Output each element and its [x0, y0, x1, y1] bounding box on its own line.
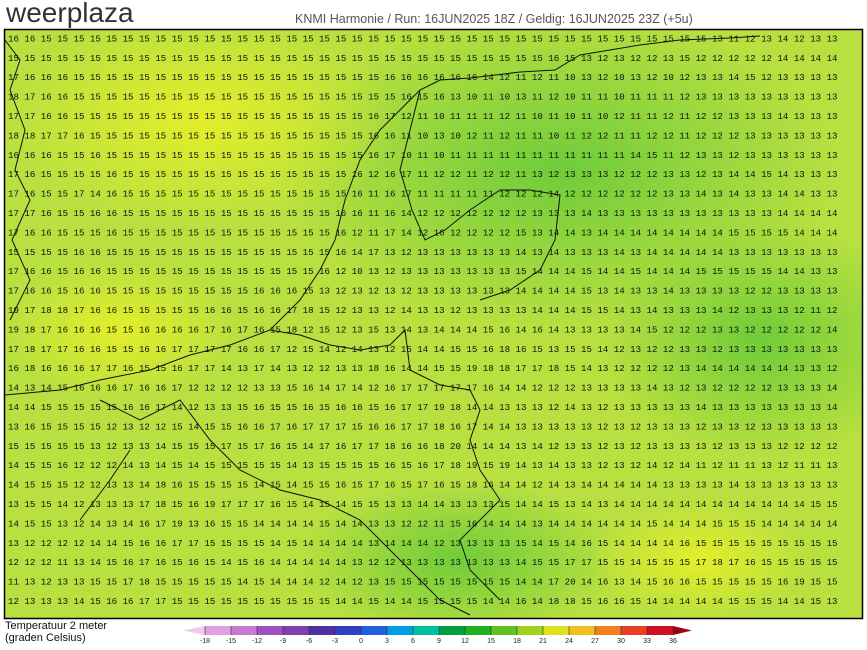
- temperature-row: 14 14 15 15 15 15 15 16 16 17 14 12 13 1…: [8, 402, 838, 413]
- map: 16 16 15 15 15 15 15 15 15 15 15 15 15 1…: [5, 30, 862, 618]
- color-segment: [491, 626, 517, 635]
- color-segment: [283, 626, 309, 635]
- legend-subtitle: (graden Celsius): [5, 632, 86, 644]
- color-segment: [543, 626, 569, 635]
- temperature-row: 19 17 18 18 17 16 16 15 15 15 15 15 16 1…: [8, 305, 838, 316]
- color-segment: [183, 626, 205, 635]
- temperature-row: 17 17 16 15 15 16 16 15 15 15 15 15 15 1…: [8, 208, 838, 219]
- tick-label: 33: [643, 638, 651, 645]
- shade: [5, 30, 400, 230]
- tick-label: -9: [280, 638, 286, 645]
- temperature-row: 14 15 15 15 12 12 13 13 14 18 16 15 15 1…: [8, 480, 838, 491]
- color-segment: [335, 626, 361, 635]
- logo[interactable]: weerplaza: [5, 0, 134, 28]
- temperature-row: 17 16 15 15 15 15 16 15 15 15 15 15 15 1…: [8, 169, 838, 180]
- tick-label: 24: [565, 638, 573, 645]
- temperature-row: 18 17 16 16 15 15 15 15 15 15 15 15 15 1…: [8, 92, 838, 103]
- tick-label: 0: [359, 638, 363, 645]
- tick-label: -12: [252, 638, 262, 645]
- tick-label: 6: [411, 638, 415, 645]
- temperature-row: 14 15 15 13 12 14 13 14 16 17 19 13 16 1…: [8, 518, 838, 529]
- tick-label: -18: [200, 638, 210, 645]
- color-segment: [569, 626, 595, 635]
- color-segment: [621, 626, 647, 635]
- temperature-row: 17 16 16 15 15 15 16 15 15 15 15 15 15 1…: [8, 227, 838, 238]
- temperature-row: 17 18 17 17 16 16 15 15 16 16 17 17 17 1…: [8, 344, 838, 355]
- temperature-row: 16 16 16 15 15 16 15 15 15 15 15 15 15 1…: [8, 150, 838, 161]
- map-frame: [3, 28, 864, 620]
- temperature-row: 19 18 17 16 16 16 15 15 16 16 16 16 17 1…: [8, 324, 838, 335]
- temperature-row: 17 16 16 15 16 16 15 15 15 15 15 15 15 1…: [8, 286, 838, 297]
- tick-label: 30: [617, 638, 625, 645]
- color-segment: [205, 626, 231, 635]
- color-segment: [595, 626, 621, 635]
- tick-label: 21: [539, 638, 547, 645]
- temperature-row: 16 16 15 15 15 15 15 15 15 15 15 15 15 1…: [8, 33, 838, 44]
- temperature-row: 12 13 13 13 14 15 16 16 17 17 15 15 15 1…: [8, 596, 838, 607]
- temperature-row: 17 16 16 15 16 16 15 15 15 15 15 15 15 1…: [8, 266, 838, 277]
- tick-label: -15: [226, 638, 236, 645]
- tick-label: 36: [669, 638, 677, 645]
- temperature-row: 11 13 12 13 13 15 15 17 18 15 15 15 15 1…: [8, 577, 838, 588]
- temperature-row: 16 18 16 16 16 17 17 16 15 15 16 17 17 1…: [8, 363, 838, 374]
- tick-label: 27: [591, 638, 599, 645]
- temperature-row: 17 16 16 16 15 15 15 15 15 15 15 15 15 1…: [8, 72, 838, 83]
- tick-label: -3: [332, 638, 338, 645]
- tick-label: 18: [513, 638, 521, 645]
- color-segment: [465, 626, 491, 635]
- tick-label: 9: [437, 638, 441, 645]
- legend-title: Temperatuur 2 meter: [5, 620, 107, 632]
- temperature-row: 17 17 16 16 15 15 15 15 15 15 15 15 15 1…: [8, 111, 838, 122]
- temperature-row: 13 12 12 12 12 14 14 15 16 16 17 17 15 1…: [8, 538, 838, 549]
- color-segment: [413, 626, 439, 635]
- temperature-row: 13 15 15 14 12 13 13 13 17 18 15 16 19 1…: [8, 499, 838, 510]
- color-segment: [231, 626, 257, 635]
- color-segment: [361, 626, 387, 635]
- temperature-row: 17 16 15 15 17 14 16 15 15 15 15 15 15 1…: [8, 189, 838, 200]
- tick-label: 3: [385, 638, 389, 645]
- run-info: KNMI Harmonie / Run: 16JUN2025 18Z / Gel…: [295, 12, 693, 26]
- shade: [590, 500, 810, 618]
- color-segment: [517, 626, 543, 635]
- temperature-row: 13 16 15 15 15 15 12 13 12 12 15 14 15 1…: [8, 421, 838, 432]
- tick-label: -6: [306, 638, 312, 645]
- color-segment: [257, 626, 283, 635]
- shade: [5, 260, 240, 400]
- color-segment: [647, 626, 673, 635]
- color-segment: [309, 626, 335, 635]
- shade: [600, 220, 862, 460]
- shade: [300, 480, 620, 618]
- temperature-row: 15 15 15 15 15 15 15 15 15 15 15 15 15 1…: [8, 53, 838, 64]
- color-segment: [673, 626, 692, 635]
- temperature-row: 14 15 15 16 12 12 12 14 13 14 15 14 15 1…: [8, 460, 838, 471]
- temperature-row: 15 15 15 15 15 13 12 13 13 14 15 15 15 1…: [8, 441, 838, 452]
- color-segment: [439, 626, 465, 635]
- temperature-row: 12 12 12 11 13 14 15 16 17 16 15 16 15 1…: [8, 557, 838, 568]
- coastlines: [5, 35, 761, 616]
- color-segment: [387, 626, 413, 635]
- tick-label: 15: [487, 638, 495, 645]
- temperature-row: 18 18 17 17 16 15 15 15 15 15 15 15 15 1…: [8, 130, 838, 141]
- temperature-row: 14 13 14 15 16 16 16 17 16 16 17 12 12 1…: [8, 383, 838, 394]
- tick-label: 12: [461, 638, 469, 645]
- temperature-row: 15 15 15 15 16 16 15 15 15 15 15 15 15 1…: [8, 247, 838, 258]
